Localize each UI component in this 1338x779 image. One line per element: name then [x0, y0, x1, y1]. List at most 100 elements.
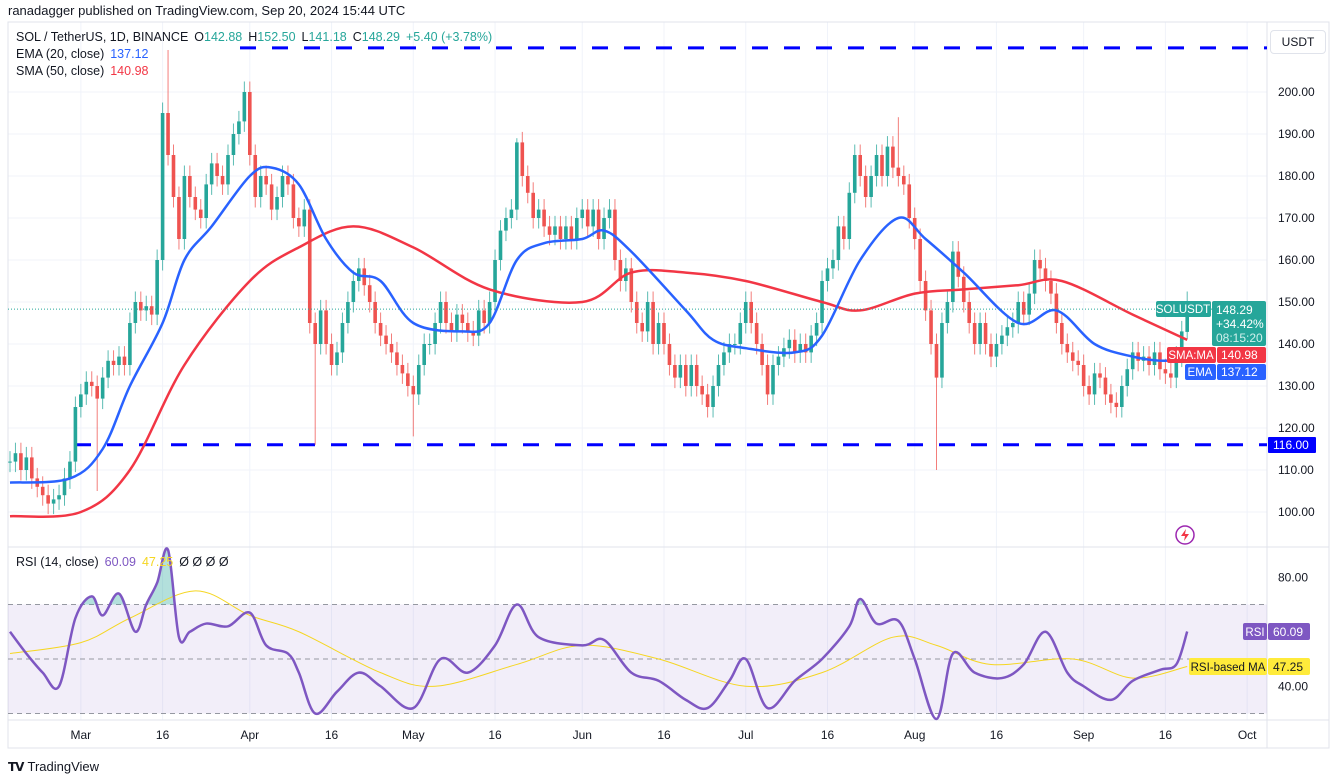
candle-body	[1092, 373, 1097, 395]
candle	[400, 354, 405, 384]
candle	[106, 350, 110, 389]
price-tick-label: 160.00	[1278, 253, 1315, 267]
candle	[19, 442, 23, 481]
time-tick-label: 16	[1159, 728, 1173, 742]
candle	[1005, 316, 1010, 347]
candle-body	[335, 352, 339, 365]
candle	[515, 138, 519, 221]
candle	[411, 375, 416, 437]
candle-body	[1021, 302, 1026, 315]
candle	[84, 371, 89, 405]
candle-body	[264, 176, 268, 185]
candle-body	[51, 499, 56, 504]
candle-body	[220, 176, 225, 185]
candle-body	[444, 302, 448, 323]
candle-body	[177, 197, 181, 239]
candle-body	[504, 218, 508, 231]
candle	[46, 484, 50, 515]
candle	[1065, 333, 1070, 363]
candle	[427, 333, 432, 355]
candle-body	[575, 218, 579, 239]
price-tick-label: 100.00	[1278, 505, 1315, 519]
candle	[869, 165, 873, 208]
candle-body	[422, 344, 426, 365]
candle-body	[13, 453, 18, 462]
candle-body	[373, 302, 377, 323]
time-tick-label: 16	[657, 728, 671, 742]
candle-body	[1011, 323, 1015, 328]
candle	[367, 274, 372, 313]
candle	[493, 249, 497, 313]
candle-body	[722, 352, 726, 365]
candle-body	[738, 323, 743, 344]
candle	[242, 81, 247, 132]
candle-body	[248, 92, 252, 155]
svg-text:+34.42%: +34.42%	[1216, 317, 1264, 331]
lightning-bolt-icon[interactable]	[1175, 525, 1195, 545]
candle	[460, 304, 465, 334]
candle-body	[694, 365, 699, 386]
candle-body	[188, 176, 192, 197]
legend-ema[interactable]: EMA (20, close) 137.12	[16, 47, 149, 61]
candle-body	[951, 251, 955, 302]
candle	[373, 291, 377, 334]
candle-body	[733, 344, 737, 345]
candle-body	[1125, 369, 1130, 386]
candle-body	[128, 323, 132, 365]
candle	[198, 199, 203, 229]
candle	[531, 182, 535, 229]
currency-button[interactable]: USDT	[1270, 30, 1326, 54]
candle	[645, 291, 650, 342]
tradingview-logo[interactable]: TV TradingView	[8, 759, 99, 774]
candle-body	[825, 268, 830, 281]
candle-body	[1081, 365, 1086, 386]
candle	[1114, 392, 1119, 418]
candle-body	[983, 323, 988, 344]
candle	[564, 215, 568, 250]
candle	[24, 446, 29, 481]
candle-body	[171, 155, 176, 197]
candle	[743, 291, 748, 334]
candle-body	[978, 323, 982, 344]
symbol-price-badge: SOLUSDT 148.29 +34.42% 08:15:20	[1156, 301, 1266, 346]
candle	[1000, 325, 1004, 355]
svg-text:RSI: RSI	[1245, 627, 1264, 639]
price-tick-label: 170.00	[1278, 211, 1315, 225]
candle	[934, 333, 939, 470]
time-tick-label: Apr	[240, 728, 259, 742]
candle-body	[1043, 268, 1048, 281]
candle-body	[79, 394, 83, 407]
candle	[891, 136, 895, 179]
support-level-badge: 116.00	[1268, 437, 1316, 453]
candle-body	[869, 176, 873, 197]
candle	[318, 299, 323, 355]
candle	[591, 199, 595, 237]
candle-body	[275, 197, 279, 210]
rsi-line	[8, 547, 1189, 721]
price-tick-label: 120.00	[1278, 421, 1315, 435]
rsi-band	[8, 604, 1267, 714]
candle	[433, 312, 437, 355]
candle-body	[1098, 373, 1102, 378]
candle-body	[198, 209, 203, 218]
candle-body	[874, 155, 879, 176]
legend-rsi[interactable]: RSI (14, close) 60.09 47.25 Ø Ø Ø Ø	[16, 555, 229, 569]
candle-body	[160, 113, 165, 260]
legend-sma[interactable]: SMA (50, close) 140.98	[16, 64, 149, 78]
candle-body	[989, 344, 993, 357]
candle-body	[1174, 356, 1179, 378]
candle	[983, 312, 988, 355]
candle-body	[880, 155, 884, 176]
candle	[95, 375, 99, 491]
candle-body	[1060, 323, 1064, 344]
candle-body	[155, 260, 159, 315]
candle	[384, 325, 388, 355]
candle-body	[553, 226, 557, 235]
candle	[8, 451, 12, 473]
time-tick-label: 16	[990, 728, 1004, 742]
candle-body	[1038, 260, 1042, 269]
candle-body	[297, 218, 301, 227]
candle	[547, 215, 552, 246]
svg-text:140.98: 140.98	[1221, 348, 1258, 362]
